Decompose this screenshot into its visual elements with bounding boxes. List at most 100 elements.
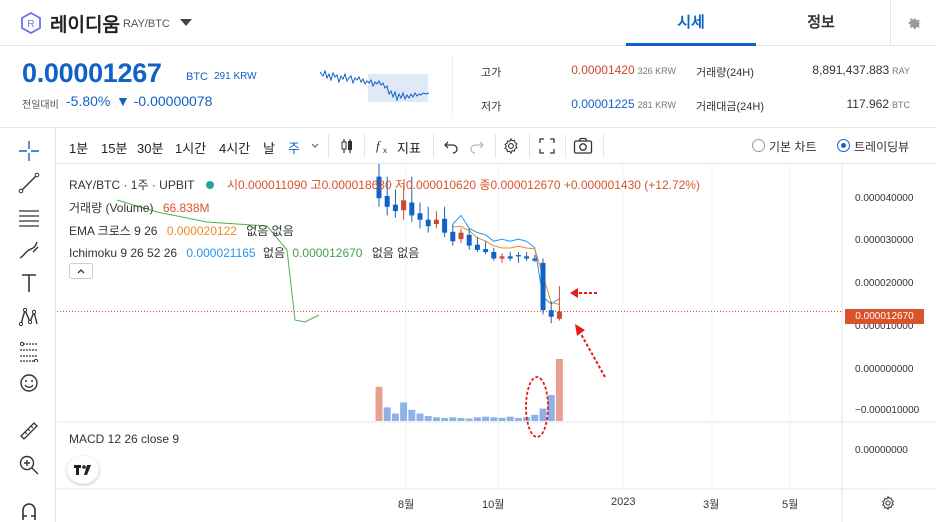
basic-chart-radio[interactable] xyxy=(752,139,765,152)
toolbar-divider xyxy=(433,134,434,158)
legend-ema-line: EMA 크로스 9 26 0.000020122 없음 없음 xyxy=(69,222,294,239)
raydium-logo-icon: R xyxy=(20,11,42,35)
candle-body xyxy=(376,176,382,199)
volume-bar xyxy=(465,418,473,421)
candle-body xyxy=(466,234,472,246)
candle-style-icon[interactable] xyxy=(335,134,359,158)
candle-body xyxy=(425,219,431,227)
candle-body xyxy=(384,196,390,207)
legend-ema-label[interactable]: EMA 크로스 9 26 xyxy=(69,224,158,238)
current-price-krw: 291 KRW xyxy=(214,71,257,82)
legend-volume-line: 거래량 (Volume) 66.838M xyxy=(69,199,210,216)
timeframe-1h[interactable]: 1시간 xyxy=(175,141,207,156)
coin-select-chevron-down-icon[interactable] xyxy=(180,19,192,26)
volume-bar xyxy=(506,416,514,421)
low-krw: 281 KRW xyxy=(637,100,676,110)
fibonacci-icon[interactable] xyxy=(16,338,42,364)
redo-icon[interactable] xyxy=(465,134,489,158)
legend-collapse-button[interactable] xyxy=(69,263,93,279)
candle-body xyxy=(474,244,480,250)
legend-symbol[interactable]: RAY/BTC · 1주 · UPBIT xyxy=(69,178,195,192)
volume-bar xyxy=(473,417,481,421)
high-value: 0.00001420 xyxy=(571,63,635,77)
candle-body xyxy=(392,204,398,212)
undo-icon[interactable] xyxy=(439,134,463,158)
trend-line-icon[interactable] xyxy=(16,170,42,196)
current-price-unit: BTC xyxy=(186,71,208,83)
x-tick-label: 10월 xyxy=(482,499,505,511)
crosshair-icon[interactable] xyxy=(16,138,42,164)
volume-bar xyxy=(449,417,457,421)
svg-text:R: R xyxy=(27,19,34,30)
tab-price[interactable]: 시세 xyxy=(626,0,756,46)
timeframe-day[interactable]: 날 xyxy=(263,141,275,156)
low-label: 저가 xyxy=(481,101,502,113)
indicator-button[interactable]: 지표 xyxy=(397,141,421,156)
candle-body xyxy=(507,256,513,259)
tradingview-radio[interactable] xyxy=(837,139,850,152)
annotation-arrow xyxy=(580,333,606,378)
candle-body xyxy=(548,310,554,317)
price-panel: 0.00001267 BTC 291 KRW 전일대비 -5.80% ▼ -0.… xyxy=(0,46,936,128)
change-label: 전일대비 xyxy=(22,100,59,111)
timeframe-30m[interactable]: 30분 xyxy=(137,141,164,156)
current-price: 0.00001267 xyxy=(22,58,162,88)
legend-macd-label[interactable]: MACD 12 26 close 9 xyxy=(69,432,180,446)
volume-bar xyxy=(375,386,383,421)
tab-info[interactable]: 정보 xyxy=(807,14,835,31)
toolbar-divider xyxy=(495,134,496,158)
candle-body xyxy=(540,262,546,311)
tradingview-label[interactable]: 트레이딩뷰 xyxy=(854,140,910,154)
volume-bar xyxy=(432,417,440,421)
timeframe-4h[interactable]: 4시간 xyxy=(219,141,251,156)
magnet-icon[interactable] xyxy=(16,498,42,522)
pattern-icon[interactable] xyxy=(16,304,42,330)
high-label: 고가 xyxy=(481,67,502,79)
stat-divider xyxy=(452,56,453,118)
legend-volume-value: 66.838M xyxy=(162,201,210,215)
text-tool-icon[interactable] xyxy=(16,270,42,296)
header-bar: R 레이디움 RAY/BTC 시세 정보 xyxy=(0,0,936,46)
brush-icon[interactable] xyxy=(16,236,42,262)
timeframe-15m[interactable]: 15분 xyxy=(101,141,128,156)
zoom-in-icon[interactable] xyxy=(16,452,42,478)
basic-chart-label[interactable]: 기본 차트 xyxy=(769,140,817,154)
legend-ohlc: 시0.000011090 고0.000018630 저0.000010620 종… xyxy=(226,178,700,192)
trading-chart[interactable]: RAY/BTC · 1주 · UPBIT 시0.000011090 고0.000… xyxy=(57,164,936,522)
candle-body xyxy=(515,255,521,257)
settings-gear-icon[interactable] xyxy=(890,0,936,46)
legend-ichimoku-mid: 없음 xyxy=(262,246,286,260)
volume-bar xyxy=(555,359,563,421)
legend-ichimoku-label[interactable]: Ichimoku 9 26 52 26 xyxy=(69,246,178,260)
y-tick-label: 0.000010000 xyxy=(855,321,914,332)
timeframe-chevron-down-icon[interactable] xyxy=(307,134,323,158)
ruler-icon[interactable] xyxy=(16,418,42,444)
candle-body xyxy=(524,256,530,259)
x-tick-label: 2023 xyxy=(611,496,636,508)
drawing-toolbar xyxy=(0,128,56,522)
annotation-ellipse xyxy=(525,376,549,438)
chart-canvas[interactable] xyxy=(57,164,936,522)
high-krw: 326 KRW xyxy=(637,66,676,76)
chart-settings-gear-icon[interactable] xyxy=(499,134,523,158)
coin-name[interactable]: 레이디움 xyxy=(50,15,120,36)
fullscreen-icon[interactable] xyxy=(535,134,559,158)
axis-settings-gear-icon[interactable] xyxy=(879,494,897,512)
timeframe-1m[interactable]: 1분 xyxy=(69,141,89,156)
volume-unit: RAY xyxy=(892,66,910,76)
tradingview-logo-icon[interactable] xyxy=(67,456,99,484)
toolbar-divider xyxy=(529,134,530,158)
horizontal-lines-icon[interactable] xyxy=(16,204,42,230)
toolbar-divider xyxy=(364,134,365,158)
legend-volume-label[interactable]: 거래량 (Volume) xyxy=(69,201,154,215)
legend-ichimoku-value1: 0.000021165 xyxy=(186,246,256,260)
volume-bar xyxy=(391,413,399,421)
volume-bar xyxy=(383,407,391,421)
volume-bar xyxy=(514,417,522,421)
last-price-tag: 0.000012670 xyxy=(845,309,924,324)
camera-icon[interactable] xyxy=(571,134,595,158)
emoji-icon[interactable] xyxy=(16,370,42,396)
volume-bar xyxy=(408,409,416,421)
timeframe-week[interactable]: 주 xyxy=(288,141,300,156)
